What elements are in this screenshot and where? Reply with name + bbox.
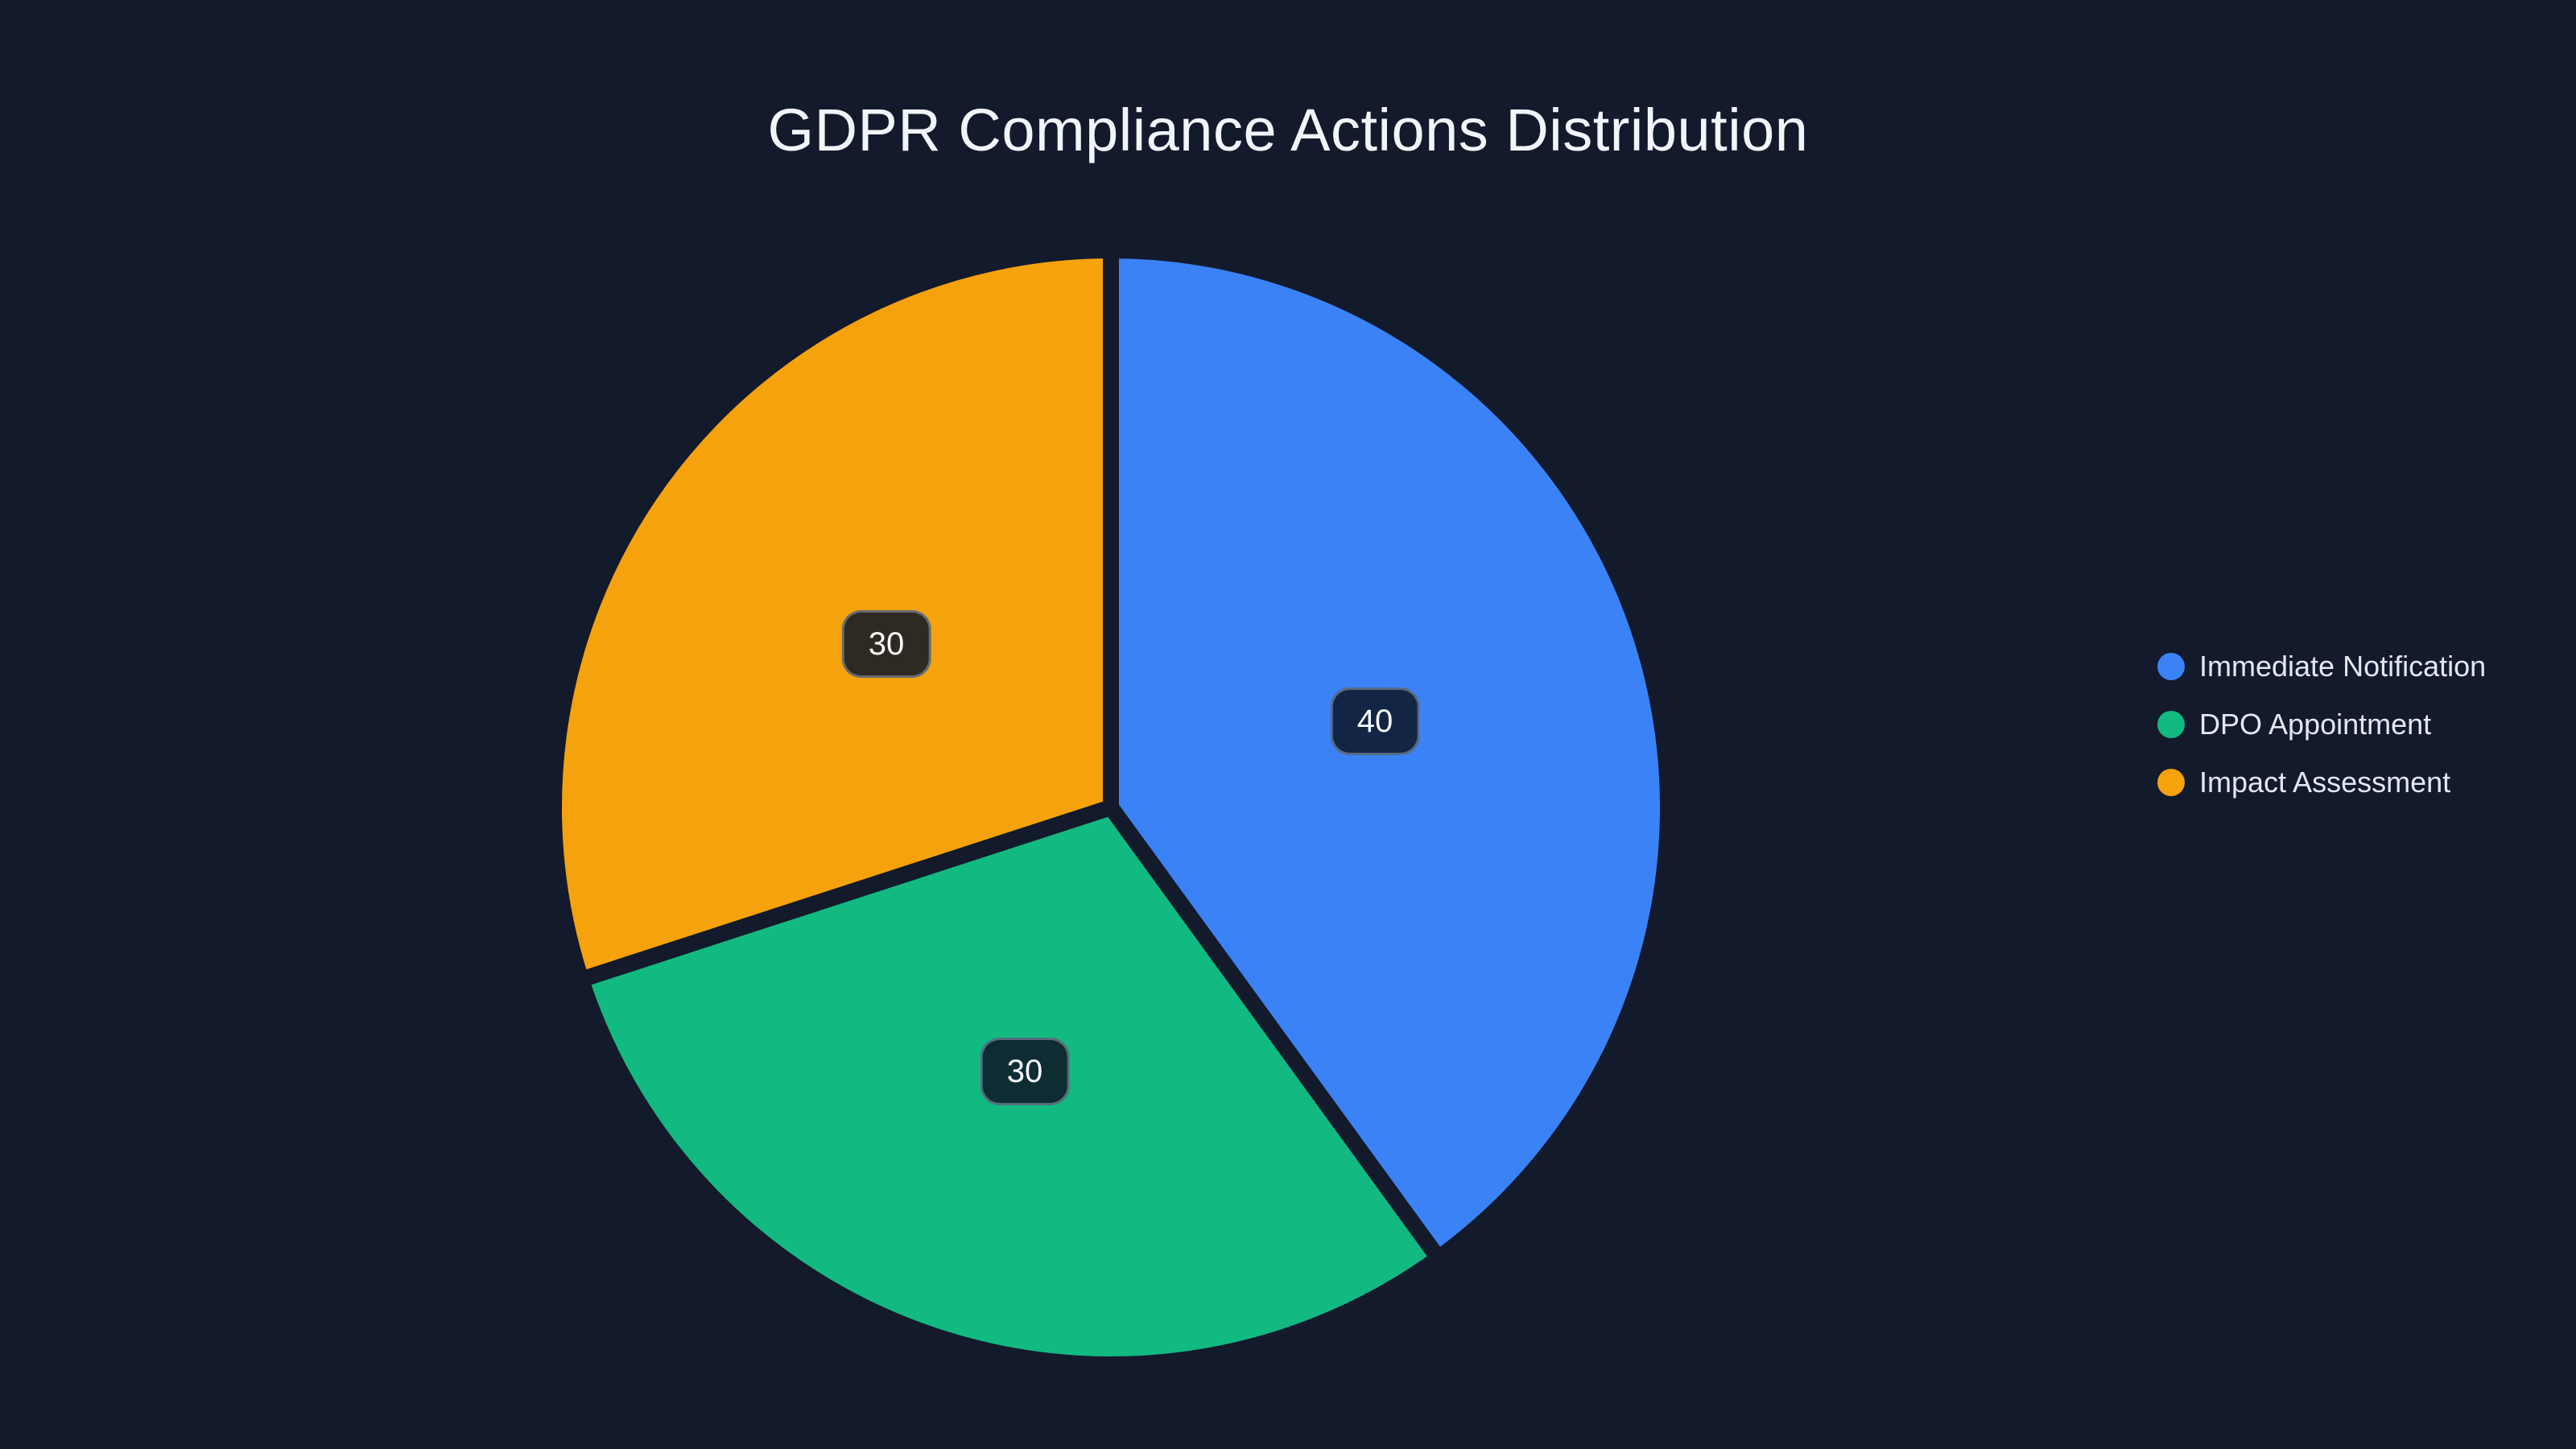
- pie-slice-impact-assessment[interactable]: [546, 242, 1119, 988]
- legend-item-label: Immediate Notification: [2199, 650, 2487, 683]
- legend: Immediate Notification DPO Appointment I…: [2157, 647, 2486, 802]
- legend-item-impact-assessment[interactable]: Impact Assessment: [2157, 763, 2486, 802]
- legend-item-immediate-notification[interactable]: Immediate Notification: [2157, 647, 2486, 686]
- slice-value: 40: [1356, 704, 1393, 739]
- legend-swatch-icon: [2157, 769, 2185, 796]
- legend-swatch-icon: [2157, 653, 2185, 680]
- legend-item-label: Impact Assessment: [2199, 766, 2451, 799]
- slice-value-label-immediate-notification: 40: [1330, 687, 1420, 755]
- pie-slices: [546, 242, 1677, 1373]
- slice-value-label-dpo-appointment: 30: [980, 1038, 1070, 1105]
- chart-title: GDPR Compliance Actions Distribution: [767, 97, 1809, 163]
- legend-swatch-icon: [2157, 711, 2185, 738]
- legend-item-label: DPO Appointment: [2199, 708, 2432, 741]
- slice-value: 30: [1006, 1054, 1043, 1089]
- slice-value: 30: [868, 626, 905, 662]
- slice-value-label-impact-assessment: 30: [841, 610, 931, 678]
- legend-item-dpo-appointment[interactable]: DPO Appointment: [2157, 705, 2486, 744]
